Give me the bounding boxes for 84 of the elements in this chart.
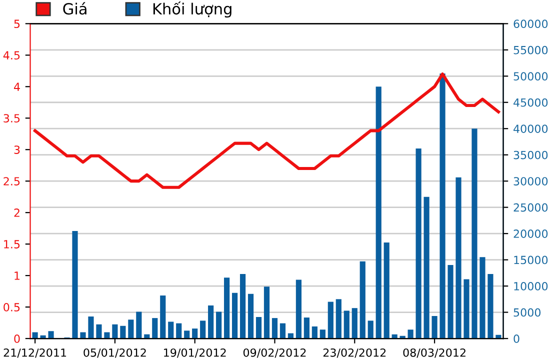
bar [120,326,126,339]
bar [96,324,102,339]
legend-label: Giá [63,2,86,15]
bar [192,328,198,339]
y2-tick-label: 5000 [514,308,541,317]
bar [320,330,326,339]
bar [168,322,174,339]
x-tick-label: 08/03/2012 [403,348,466,358]
line-series [34,72,500,189]
bar [344,310,350,339]
y2-tick-label: 35000 [514,150,548,160]
bar [264,286,270,339]
y2-tick-label: 50000 [514,72,548,81]
bar [488,274,494,339]
bar [80,332,86,339]
bar [440,74,446,339]
bar [296,280,302,339]
bar [376,86,382,339]
x-tick-label: 19/01/2012 [164,348,226,358]
bar [384,242,390,339]
bar [184,330,190,339]
y2-tick-label: 30000 [514,177,548,186]
bar [256,317,262,339]
bar [432,316,438,339]
bar [112,324,118,339]
bar [232,292,238,339]
bar [304,318,310,339]
bar [160,295,166,339]
bar [136,312,142,339]
bar [424,196,430,339]
bar [464,279,470,339]
bar [448,265,454,339]
bar [208,305,214,339]
bar [352,308,358,339]
bar [216,312,222,339]
x-tick-label: 09/02/2012 [243,348,306,358]
bar [360,261,366,339]
y-tick-label: 2 [14,208,20,217]
bar [472,128,478,339]
bar [240,274,246,339]
y-tick-label: 5 [14,20,20,28]
bar [72,230,78,339]
bar [368,320,374,339]
y-tick-label: 1.5 [4,240,20,248]
y2-tick-label: 20000 [514,230,548,238]
bar [408,330,414,339]
bar [176,323,182,339]
x-tick-label: 21/12/2011 [4,348,66,358]
y-tick-label: 2.5 [4,177,20,186]
y2-tick-label: 25000 [514,203,548,212]
y-tick-label: 4.5 [3,51,20,60]
bar [152,318,158,339]
bar [328,302,334,339]
y-tick-label: 0.5 [4,303,20,312]
bar [128,320,134,339]
bar [272,318,278,339]
bar [480,257,486,339]
bar [280,323,286,339]
bar [32,332,38,339]
bar [248,294,254,339]
bar [456,177,462,339]
y-tick-label: 3 [14,146,20,154]
y2-tick-label: 10000 [514,282,548,290]
x-tick-label: 05/01/2012 [84,348,146,358]
y-tick-label: 3.5 [4,114,20,122]
y2-tick-label: 0 [514,334,520,343]
bar [88,316,94,339]
bar [104,332,110,339]
bar [224,278,230,339]
bar [200,320,206,339]
legend-label: Khối lượng [153,1,232,18]
bar [48,331,54,339]
bar [336,299,342,339]
x-tick-label: 23/02/2012 [323,348,386,358]
y-tick-label: 1 [14,272,20,280]
bar [416,148,422,339]
y2-tick-label: 60000 [514,20,548,28]
y2-tick-label: 40000 [514,124,548,133]
y-tick-label: 0 [14,334,20,343]
y2-tick-label: 45000 [514,98,548,107]
bar [312,326,318,339]
y2-tick-label: 55000 [514,46,548,54]
y-tick-label: 4 [14,82,20,91]
y2-tick-label: 15000 [514,256,548,264]
